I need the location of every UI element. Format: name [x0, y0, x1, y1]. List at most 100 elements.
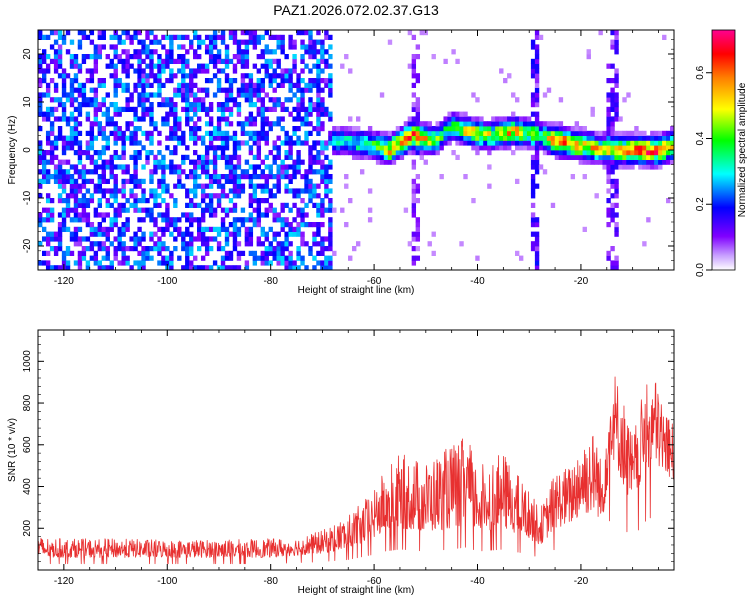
spectrogram-cell — [264, 260, 269, 266]
spectrogram-cell — [244, 241, 250, 247]
spectrogram-cell — [61, 135, 67, 141]
spectrogram-cell — [507, 126, 512, 132]
spectrogram-cell — [530, 39, 536, 45]
spectrogram-cell — [256, 140, 262, 146]
spectrogram-cell — [125, 54, 130, 60]
spectrogram-cell — [332, 140, 337, 146]
spectrogram-cell — [634, 126, 639, 132]
spectrogram-cell — [81, 250, 87, 256]
spectrogram-cell — [280, 126, 285, 132]
spectrogram-cell — [125, 255, 130, 261]
spectrogram-cell — [101, 78, 106, 84]
spectrogram-cell — [324, 236, 329, 242]
spectrogram-cell — [582, 130, 587, 136]
spectrogram-cell — [145, 198, 150, 204]
spectrogram-cell — [312, 126, 317, 132]
spectrogram-cell — [212, 212, 218, 218]
spectrogram-cell — [499, 68, 504, 74]
spectrogram-cell — [534, 246, 540, 252]
spectrogram-cell — [145, 54, 150, 60]
spectrogram-cell — [133, 30, 138, 36]
spectrogram-cell — [367, 217, 373, 223]
spectrogram-cell — [228, 106, 234, 112]
spectrogram-cell — [666, 135, 671, 141]
spectrogram-cell — [69, 87, 75, 93]
spectrogram-cell — [419, 126, 424, 132]
spectrogram-cell — [288, 135, 293, 141]
spectrogram-cell — [85, 111, 91, 117]
spectrogram-cell — [181, 212, 186, 218]
spectrogram-cell — [41, 68, 47, 74]
spectrogram-cell — [129, 63, 134, 69]
spectrogram-cell — [169, 106, 174, 112]
spectrogram-cell — [141, 102, 146, 108]
spectrogram-cell — [276, 217, 281, 223]
spectrogram-cell — [614, 212, 619, 218]
spectrogram-cell — [614, 255, 619, 261]
spectrogram-cell — [530, 97, 536, 103]
spectrogram-cell — [534, 68, 540, 74]
spectrogram-cell — [65, 193, 71, 199]
spectrogram-cell — [93, 87, 99, 93]
spectrogram-cell — [224, 44, 230, 50]
spectrogram-cell — [256, 106, 262, 112]
spectrogram-cell — [256, 183, 262, 189]
spectrogram-cell — [141, 250, 146, 256]
spectrogram-cell — [503, 116, 508, 122]
spectrogram-cell — [77, 236, 83, 242]
spectrogram-cell — [149, 212, 154, 218]
spectrogram-cell — [455, 130, 460, 136]
spectrogram-cell — [220, 135, 226, 141]
spectrogram-cell — [53, 231, 59, 237]
spectrogram-cell — [89, 130, 95, 136]
spectrogram-cell — [173, 202, 178, 208]
spectrogram-cell — [61, 178, 67, 184]
spectrogram-cell — [487, 164, 492, 170]
spectrogram-cell — [367, 145, 373, 151]
spectrogram-cell — [77, 92, 83, 98]
spectrogram-cell — [41, 49, 47, 55]
spectrogram-cell — [574, 140, 580, 146]
spectrogram-cell — [622, 135, 627, 141]
spectrogram-cell — [57, 246, 63, 252]
spectrogram-cell — [38, 34, 43, 40]
spectrogram-cell — [316, 126, 321, 132]
spectrogram-cell — [280, 159, 285, 165]
spectrogram-cell — [189, 106, 194, 112]
spectrogram-cell — [69, 145, 75, 151]
spectrogram-cell — [419, 130, 424, 136]
spectrogram-cell — [153, 39, 158, 45]
spectrogram-cell — [316, 207, 321, 213]
spectrogram-cell — [181, 231, 186, 237]
spectrogram-cell — [606, 111, 611, 117]
spectrogram-cell — [300, 159, 305, 165]
spectrogram-cell — [646, 140, 651, 146]
spectrogram-cell — [300, 188, 305, 194]
spectrogram-cell — [145, 154, 150, 160]
spectrogram-cell — [185, 145, 190, 151]
spectrogram-cell — [161, 255, 166, 261]
spectrogram-cell — [268, 97, 273, 103]
spectrogram-cell — [149, 111, 154, 117]
spectrogram-cell — [38, 154, 43, 160]
spectrogram-cell — [109, 260, 114, 266]
spectrogram-cell — [415, 102, 421, 108]
spectrogram-cell — [534, 30, 540, 36]
spectrogram-cell — [133, 202, 138, 208]
spectrogram-cell — [252, 198, 258, 204]
spectrogram-cell — [228, 111, 234, 117]
spectrogram-cell — [407, 63, 413, 69]
spectrogram-cell — [598, 154, 603, 160]
spectrogram-cell — [244, 236, 250, 242]
spectrogram-cell — [316, 169, 321, 175]
spectrogram-cell — [606, 121, 611, 127]
spectrogram-cell — [578, 126, 583, 132]
spectrogram-cell — [153, 241, 158, 247]
spectrogram-cell — [606, 169, 611, 175]
spectrogram-cell — [252, 44, 258, 50]
spectrogram-cell — [77, 260, 83, 266]
spectrogram-cell — [534, 183, 540, 189]
spectrogram-cell — [312, 49, 317, 55]
spectrogram-cell — [582, 135, 587, 141]
spectrogram-cell — [507, 130, 512, 136]
